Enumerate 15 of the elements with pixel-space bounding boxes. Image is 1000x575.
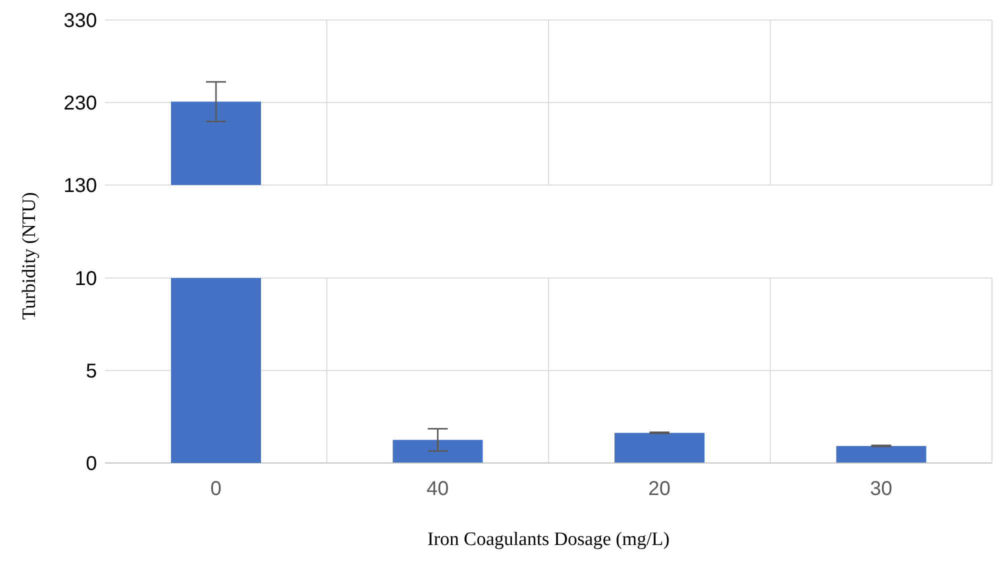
- y-axis-title: Turbidity (NTU): [19, 192, 41, 320]
- bar: [392, 440, 483, 463]
- y-tick-label: 5: [86, 360, 97, 383]
- y-tick-label: 10: [74, 268, 97, 290]
- x-tick-label: 0: [210, 478, 222, 500]
- y-tick-label: 330: [64, 10, 97, 32]
- x-tick-label: 20: [648, 478, 670, 500]
- y-tick-label: 130: [64, 175, 97, 198]
- x-tick-label: 30: [870, 478, 892, 500]
- y-tick-label: 0: [86, 453, 97, 476]
- bar: [836, 446, 926, 463]
- bar: [614, 432, 704, 463]
- y-tick-label: 230: [64, 92, 97, 115]
- x-axis-title: Iron Coagulants Dosage (mg/L): [427, 529, 670, 550]
- x-tick-label: 40: [426, 478, 449, 500]
